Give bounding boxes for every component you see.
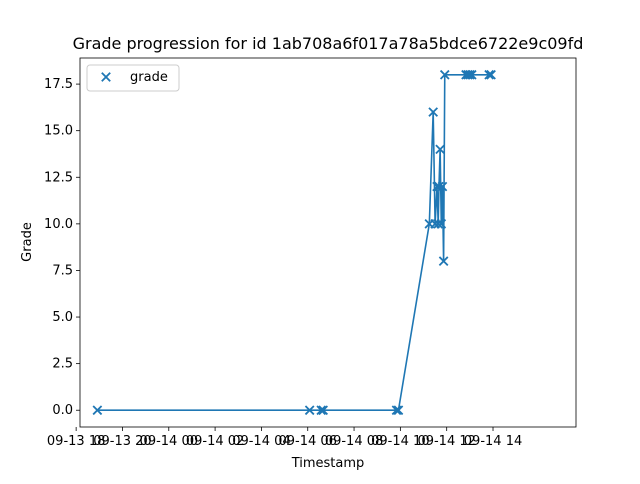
x-tick-label: 09-14 12 — [417, 434, 475, 449]
x-tick-label: 09-14 00 — [140, 434, 198, 449]
marker-stroke — [484, 69, 494, 80]
marker-stroke — [486, 69, 496, 80]
marker-stroke — [391, 405, 402, 416]
data-point-marker — [466, 69, 477, 80]
chart-title: Grade progression for id 1ab708a6f017a78… — [73, 34, 584, 53]
marker-stroke — [304, 405, 315, 416]
data-point-marker — [436, 219, 447, 229]
x-axis-label: Timestamp — [291, 456, 365, 471]
x-tick-label: 09-14 10 — [371, 434, 429, 449]
marker-stroke — [433, 219, 444, 229]
data-point-marker — [434, 181, 444, 192]
y-tick-label: 10.0 — [44, 217, 73, 232]
marker-stroke — [428, 107, 439, 117]
data-point-marker — [438, 256, 449, 266]
plot-area: 0.02.55.07.510.012.515.017.509-13 1809-1… — [44, 57, 577, 449]
y-tick-label: 12.5 — [44, 170, 73, 185]
y-tick-label: 0.0 — [52, 403, 73, 418]
y-tick-label: 5.0 — [52, 310, 73, 325]
marker-stroke — [436, 219, 447, 229]
data-point-marker — [428, 107, 439, 117]
x-tick-label: 09-14 14 — [464, 434, 522, 449]
y-tick-label: 2.5 — [52, 357, 73, 372]
x-tick-label: 09-14 06 — [279, 434, 337, 449]
marker-stroke — [318, 405, 329, 416]
data-point-marker — [484, 69, 494, 80]
marker-stroke — [92, 405, 103, 416]
data-point-marker — [92, 405, 103, 416]
y-tick-label: 17.5 — [44, 77, 73, 92]
x-tick-label: 09-14 08 — [325, 434, 383, 449]
marker-stroke — [466, 69, 477, 80]
legend-box — [86, 64, 180, 92]
y-tick-label: 7.5 — [52, 263, 73, 278]
axes-frame — [79, 57, 577, 428]
data-point-marker — [437, 181, 448, 192]
data-point-marker — [435, 144, 445, 155]
data-point-marker — [304, 405, 315, 416]
marker-stroke — [463, 69, 473, 80]
marker-stroke — [435, 144, 445, 155]
x-tick-label: 09-13 20 — [93, 434, 151, 449]
data-point-marker — [433, 219, 444, 229]
y-axis-label: Grade — [20, 222, 35, 262]
legend: grade — [86, 64, 180, 92]
data-point-marker — [391, 405, 402, 416]
data-point-marker — [316, 405, 327, 416]
legend-label: grade — [130, 70, 168, 85]
data-point-marker — [465, 69, 475, 80]
x-tick-label: 09-13 18 — [47, 434, 105, 449]
marker-stroke — [438, 256, 449, 266]
data-point-marker — [393, 405, 404, 416]
marker-stroke — [439, 69, 450, 80]
marker-stroke — [393, 405, 404, 416]
legend-marker — [101, 72, 111, 82]
y-tick-label: 15.0 — [44, 124, 73, 139]
x-tick-label: 09-14 02 — [186, 434, 244, 449]
marker-stroke — [437, 181, 448, 192]
marker-stroke — [434, 181, 444, 192]
data-point-marker — [486, 69, 496, 80]
marker-stroke — [316, 405, 327, 416]
marker-stroke — [465, 69, 475, 80]
data-point-marker — [439, 69, 450, 80]
data-point-marker — [318, 405, 329, 416]
x-tick-label: 09-14 04 — [232, 434, 290, 449]
data-point-marker — [463, 69, 473, 80]
